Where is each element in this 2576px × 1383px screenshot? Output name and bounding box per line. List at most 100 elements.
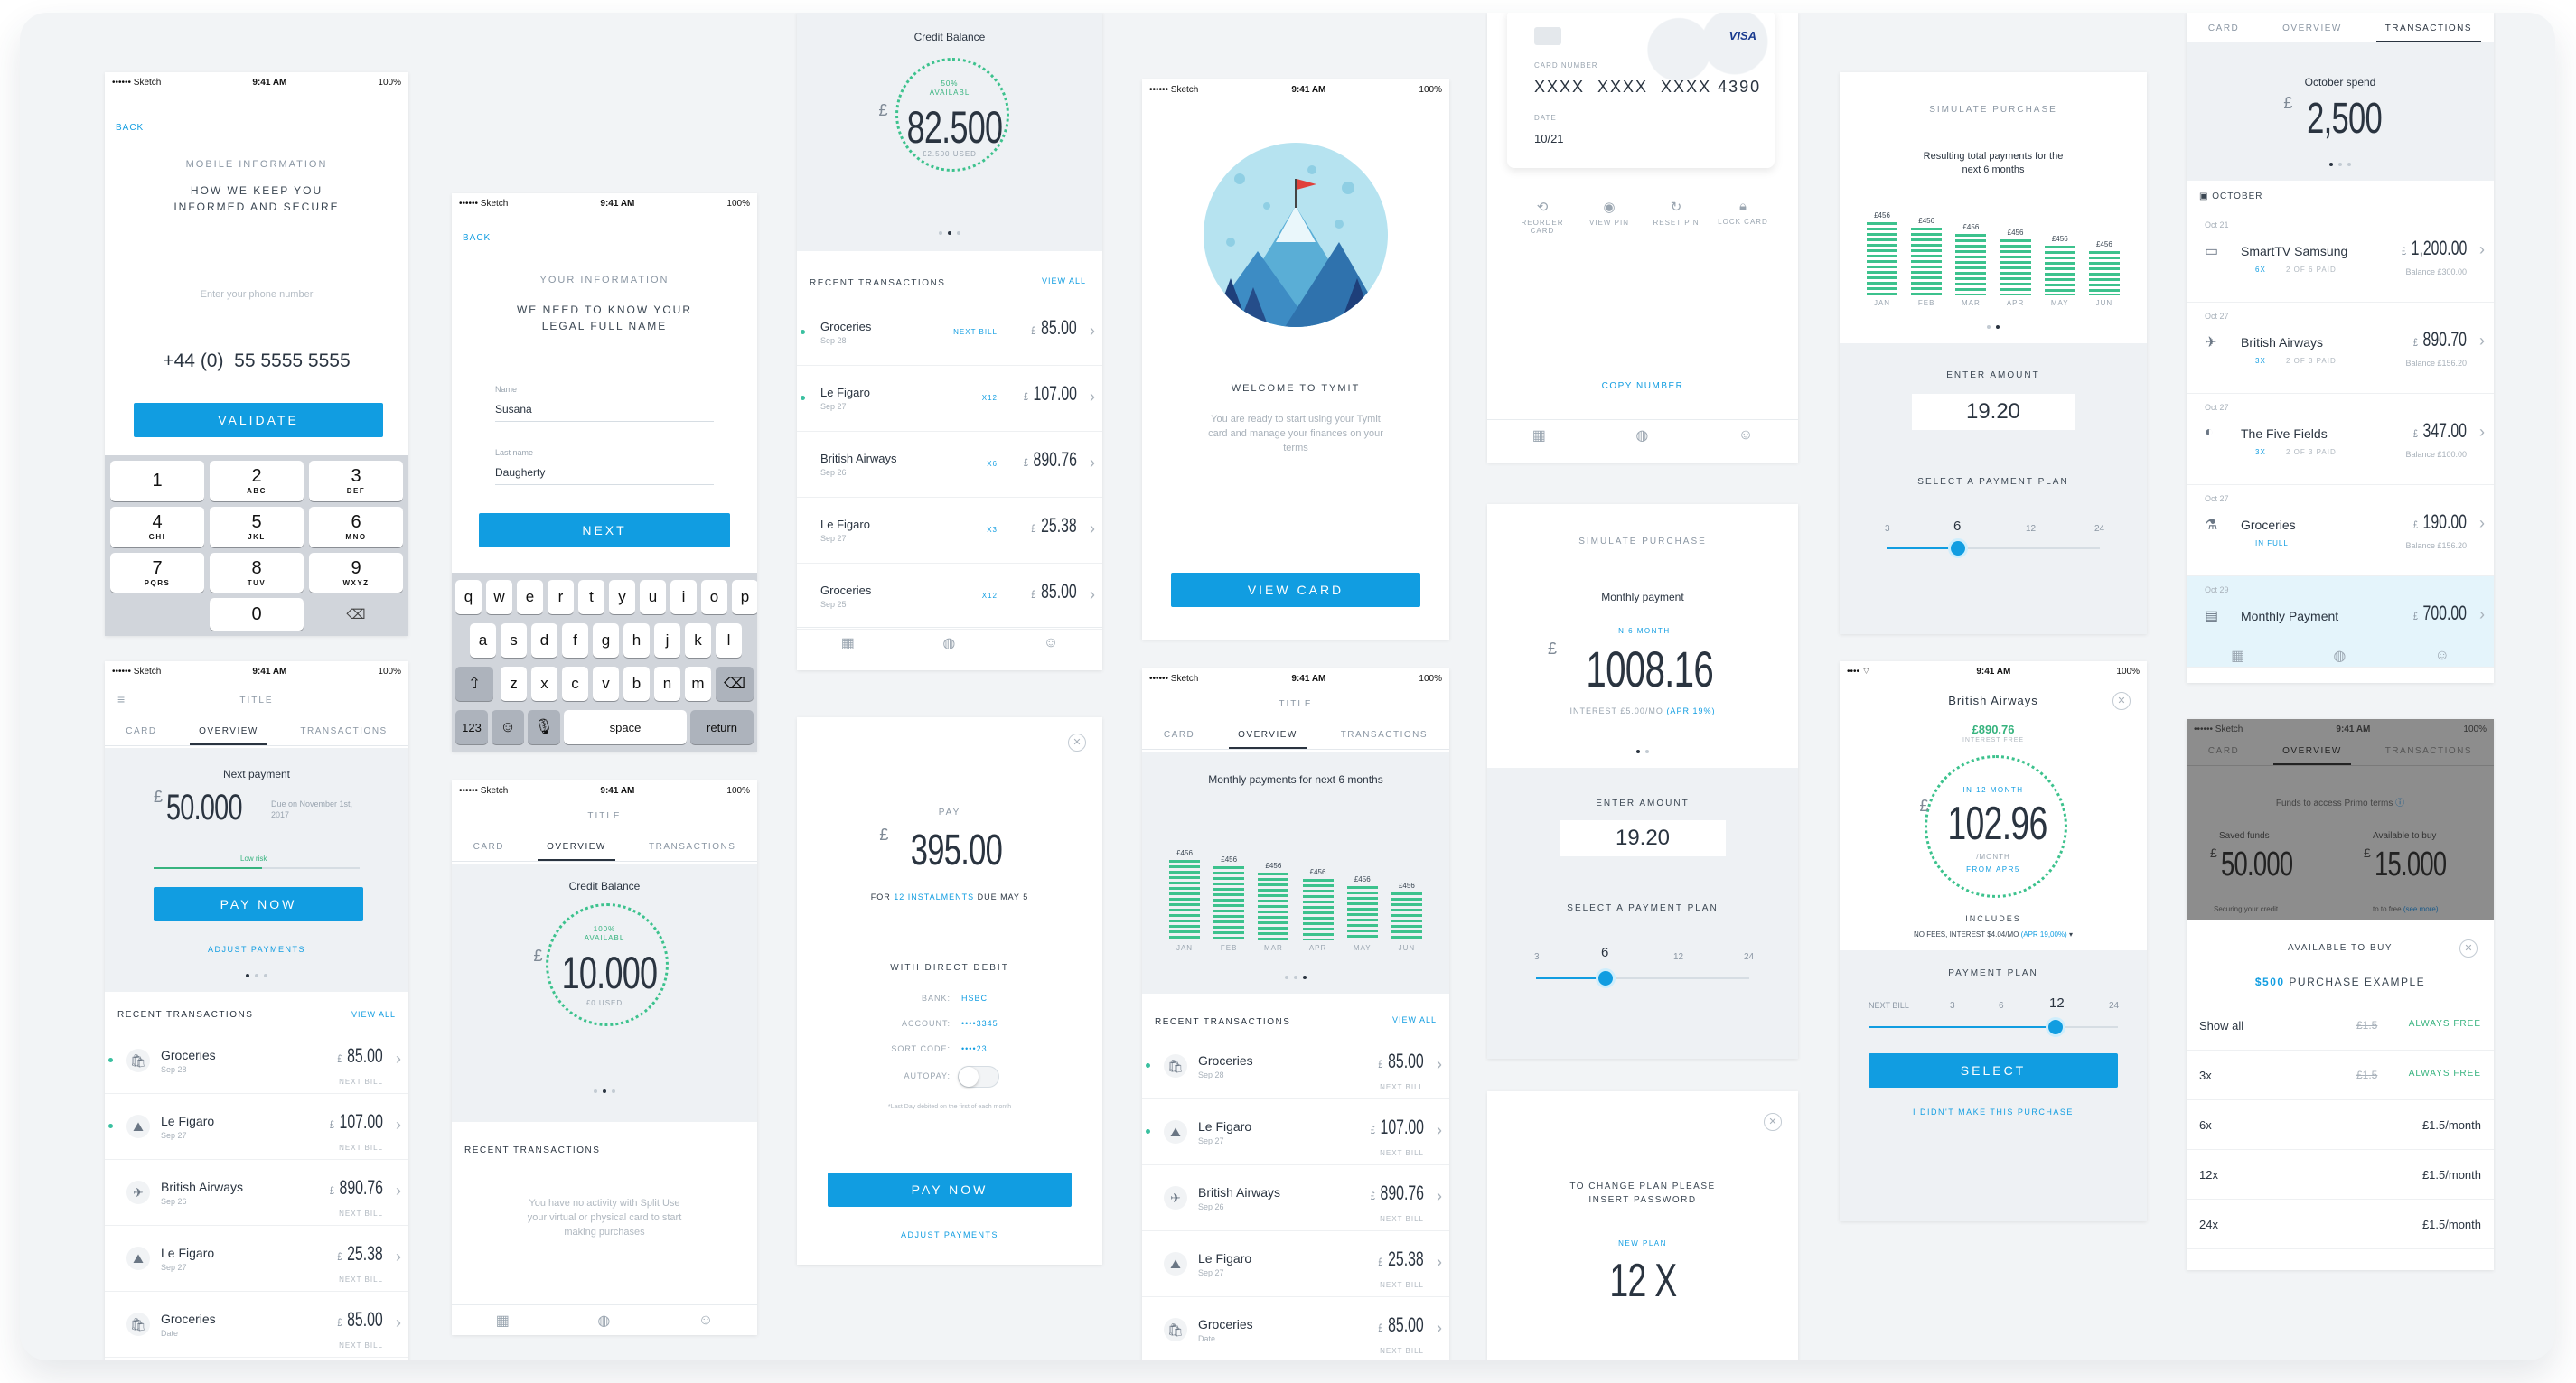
keypad-key[interactable]: [110, 598, 204, 631]
pay-now-button[interactable]: PAY NOW: [154, 887, 363, 921]
keypad-key[interactable]: 2 ABC: [210, 461, 304, 501]
view-all-link[interactable]: VIEW ALL: [1041, 276, 1086, 285]
keyboard-key[interactable]: s: [501, 623, 527, 658]
transaction-row[interactable]: ⛰︎ Le Figaro Sep 27 £107.00 NEXT BILL ›: [1142, 1099, 1449, 1165]
adjust-payments-link[interactable]: ADJUST PAYMENTS: [207, 945, 305, 954]
transaction-row[interactable]: ✈︎ British Airways Sep 26 £890.76 NEXT BILL ›: [105, 1160, 408, 1226]
tab-transactions[interactable]: TRANSACTIONS: [649, 842, 736, 852]
fee-row[interactable]: 3x £1.5 ALWAYS FREE: [2187, 1051, 2494, 1100]
tab-overview[interactable]: OVERVIEW: [2282, 23, 2342, 33]
slider-knob[interactable]: [2046, 1017, 2065, 1037]
tab-overview[interactable]: OVERVIEW: [1229, 723, 1307, 749]
keyboard-key[interactable]: q: [455, 580, 482, 614]
see-more[interactable]: to to free (see more): [2373, 905, 2439, 913]
close-icon[interactable]: ✕: [2459, 939, 2478, 958]
transaction-row[interactable]: 🛍︎ Groceries Date £85.00 NEXT BILL ›: [105, 1292, 408, 1358]
tab-card[interactable]: CARD: [2207, 23, 2240, 33]
transaction-row[interactable]: Oct 27 ✈︎ British Airways 3X 2 OF 3 PAID £890…: [2187, 303, 2494, 394]
globe-icon[interactable]: ◍: [1635, 428, 1649, 444]
keyboard-key[interactable]: v: [593, 667, 619, 701]
calculator-icon[interactable]: ▦: [2231, 649, 2245, 664]
plan-slider[interactable]: [1887, 538, 2100, 558]
menu-icon[interactable]: ≡: [117, 692, 126, 706]
copy-number-link[interactable]: COPY NUMBER: [1601, 381, 1684, 391]
keyboard-key[interactable]: e: [517, 580, 543, 614]
transaction-row[interactable]: Groceries Sep 28 NEXT BILL £85.00 ›: [797, 300, 1102, 366]
globe-icon[interactable]: ◍: [2333, 649, 2347, 664]
keyboard-key[interactable]: n: [654, 667, 680, 701]
view-pin-button[interactable]: ◉ VIEW PIN: [1582, 199, 1636, 235]
keypad-key[interactable]: 0: [210, 598, 304, 631]
keyboard-key[interactable]: g: [593, 623, 619, 658]
fee-row[interactable]: 6x £1.5/month: [2187, 1100, 2494, 1150]
transaction-row[interactable]: Le Figaro Sep 27 X3 £25.38 ›: [797, 498, 1102, 564]
transaction-row[interactable]: Oct 21 ▭ SmartTV Samsung 6X 2 OF 6 PAID £1,20…: [2187, 211, 2494, 303]
slider-knob[interactable]: [1948, 538, 1968, 558]
tab-card[interactable]: CARD: [1163, 730, 1195, 740]
keyboard-key[interactable]: r: [548, 580, 574, 614]
mic-key[interactable]: 🎙︎: [528, 710, 560, 744]
keyboard-key[interactable]: o: [701, 580, 727, 614]
back-link[interactable]: BACK: [116, 123, 145, 133]
name-field[interactable]: Susana: [495, 403, 714, 422]
fee-row[interactable]: 12x £1.5/month: [2187, 1150, 2494, 1200]
keypad-key[interactable]: ⌫: [309, 598, 403, 631]
adjust-payments-link[interactable]: ADJUST PAYMENTS: [900, 1230, 998, 1239]
transaction-row[interactable]: ✈︎ British Airways Sep 26 £890.76 NEXT BILL ›: [1142, 1165, 1449, 1231]
calculator-icon[interactable]: ▦: [495, 1313, 510, 1329]
transaction-row[interactable]: 🛍︎ Groceries Date £85.00 NEXT BILL ›: [1142, 1297, 1449, 1360]
tab-transactions[interactable]: TRANSACTIONS: [2384, 746, 2473, 756]
transaction-row[interactable]: Le Figaro Sep 27 X12 £107.00 ›: [797, 366, 1102, 432]
close-icon[interactable]: ✕: [2112, 692, 2131, 710]
tab-overview[interactable]: OVERVIEW: [538, 835, 615, 861]
autopay-toggle[interactable]: [958, 1066, 999, 1088]
tab-transactions[interactable]: TRANSACTIONS: [300, 726, 388, 736]
amount-input[interactable]: 19.20: [1560, 820, 1726, 856]
pay-now-button[interactable]: PAY NOW: [828, 1173, 1072, 1207]
keyboard-key[interactable]: t: [578, 580, 604, 614]
view-all-link[interactable]: VIEW ALL: [351, 1010, 396, 1019]
calculator-icon[interactable]: ▦: [1532, 428, 1546, 444]
keyboard-key[interactable]: j: [654, 623, 680, 658]
keyboard-key[interactable]: x: [531, 667, 557, 701]
keyboard-key[interactable]: a: [470, 623, 496, 658]
keypad-key[interactable]: 4 GHI: [110, 506, 204, 547]
transaction-row[interactable]: 🛍︎ Groceries Sep 28 £85.00 NEXT BILL ›: [1142, 1033, 1449, 1099]
not-my-purchase-link[interactable]: I DIDN'T MAKE THIS PURCHASE: [1913, 1107, 2074, 1117]
select-button[interactable]: SELECT: [1869, 1053, 2118, 1088]
keypad-key[interactable]: 8 TUV: [210, 552, 304, 593]
profile-icon[interactable]: ☺: [698, 1313, 714, 1328]
keypad-key[interactable]: 1: [110, 461, 204, 501]
calculator-icon[interactable]: ▦: [840, 636, 855, 651]
profile-icon[interactable]: ☺: [1738, 427, 1754, 443]
tab-card[interactable]: CARD: [2207, 746, 2240, 756]
keyboard-key[interactable]: m: [685, 667, 711, 701]
tab-overview[interactable]: OVERVIEW: [2273, 739, 2351, 765]
back-link[interactable]: BACK: [463, 233, 492, 243]
tab-overview[interactable]: OVERVIEW: [190, 719, 267, 745]
delete-key[interactable]: ⌫: [716, 667, 754, 701]
transaction-row[interactable]: 🛍︎ Groceries Sep 28 £85.00 NEXT BILL ›: [105, 1028, 408, 1094]
next-button[interactable]: NEXT: [479, 513, 730, 547]
numbers-key[interactable]: 123: [455, 710, 488, 744]
return-key[interactable]: return: [690, 710, 754, 744]
transaction-row[interactable]: Groceries Sep 25 X12 £85.00 ›: [797, 564, 1102, 630]
keyboard-key[interactable]: p: [732, 580, 757, 614]
keypad-key[interactable]: 5 JKL: [210, 506, 304, 547]
keypad-key[interactable]: 6 MNO: [309, 506, 403, 547]
keyboard-key[interactable]: h: [623, 623, 650, 658]
plan-slider[interactable]: [1869, 1017, 2118, 1037]
keyboard-key[interactable]: l: [716, 623, 742, 658]
transaction-row[interactable]: British Airways Sep 26 X6 £890.76 ›: [797, 432, 1102, 498]
keyboard-key[interactable]: z: [501, 667, 527, 701]
phone-input[interactable]: +44 (0) 55 5555 5555: [105, 350, 408, 372]
reset-pin-button[interactable]: ↻ RESET PIN: [1649, 199, 1703, 235]
keypad-key[interactable]: 3 DEF: [309, 461, 403, 501]
tab-card[interactable]: CARD: [473, 842, 504, 852]
emoji-key[interactable]: ☺: [492, 710, 524, 744]
fee-row[interactable]: Show all £1.5 ALWAYS FREE: [2187, 1001, 2494, 1051]
keyboard-key[interactable]: f: [562, 623, 588, 658]
view-all-link[interactable]: VIEW ALL: [1391, 1015, 1437, 1024]
fee-row[interactable]: 24x £1.5/month: [2187, 1200, 2494, 1249]
slider-knob[interactable]: [1596, 968, 1616, 988]
